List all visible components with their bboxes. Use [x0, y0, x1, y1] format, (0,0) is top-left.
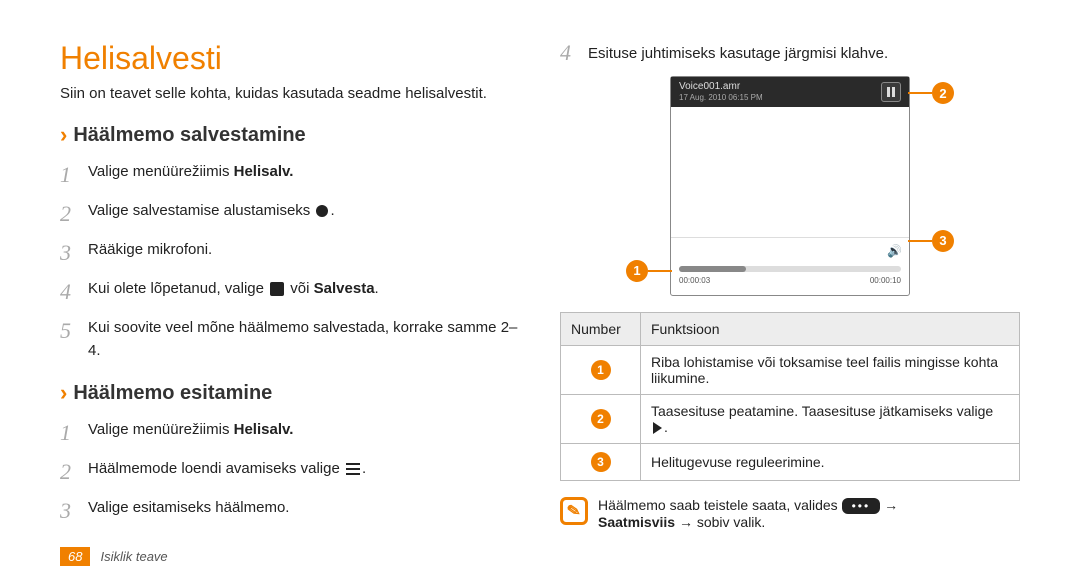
step-item: 5Kui soovite veel mõne häälmemo salvesta… [60, 314, 520, 362]
subheading-play: › Häälmemo esitamine [60, 380, 520, 406]
th-number: Number [561, 312, 641, 345]
page-number: 68 [60, 547, 90, 566]
device-timestamp: 17 Aug. 2010 06:15 PM [679, 93, 763, 103]
step-text: Valige esitamiseks häälmemo. [88, 494, 520, 520]
number-badge: 3 [591, 452, 611, 472]
page-title: Helisalvesti [60, 40, 520, 77]
table-row: 1 Riba lohistamise või toksamise teel fai… [561, 345, 1020, 394]
step-text: Häälmemode loendi avamiseks valige . [88, 455, 520, 481]
steps-play: 1Valige menüürežiimis Helisalv.2Häälmemo… [60, 416, 520, 527]
step-text: Kui soovite veel mõne häälmemo salvestad… [88, 314, 520, 362]
step-number: 3 [60, 236, 88, 269]
step-item: 1Valige menüürežiimis Helisalv. [60, 158, 520, 191]
step-number: 2 [60, 197, 88, 230]
step-number: 4 [560, 40, 588, 66]
step-text: Rääkige mikrofoni. [88, 236, 520, 262]
note-icon: ✎ [560, 497, 588, 525]
device-mock: Voice001.amr 17 Aug. 2010 06:15 PM [670, 76, 910, 296]
step-item: 4Kui olete lõpetanud, valige või Salvest… [60, 275, 520, 308]
table-cell-function: Taasesituse peatamine. Taasesituse jätka… [641, 394, 1020, 443]
note-line1-suffix: → [884, 497, 898, 513]
step-text: Valige menüürežiimis Helisalv. [88, 416, 520, 442]
time-total: 00:00:10 [870, 276, 901, 285]
step-number: 5 [60, 314, 88, 347]
page-footer: 68 Isiklik teave [60, 547, 168, 566]
callout-2: 2 [932, 82, 954, 104]
subheading-record-label: Häälmemo salvestamine [73, 124, 305, 147]
device-header: Voice001.amr 17 Aug. 2010 06:15 PM [671, 77, 909, 107]
function-table: Number Funktsioon 1 Riba lohistamise või … [560, 312, 1020, 481]
table-row: 2 Taasesituse peatamine. Taasesituse jätk… [561, 394, 1020, 443]
steps-record: 1Valige menüürežiimis Helisalv.2Valige s… [60, 158, 520, 362]
more-icon: ••• [842, 498, 881, 514]
step-item: 3Rääkige mikrofoni. [60, 236, 520, 269]
device-filename: Voice001.amr [679, 81, 763, 93]
step-text: Valige menüürežiimis Helisalv. [88, 158, 520, 184]
progress-area: 00:00:03 00:00:10 [671, 260, 909, 295]
step-item: 2Häälmemode loendi avamiseks valige . [60, 455, 520, 488]
step-number: 4 [60, 275, 88, 308]
callout-1: 1 [626, 260, 648, 282]
device-body [671, 107, 909, 237]
note-line2: Saatmisviis → sobiv valik. [598, 514, 765, 530]
chevron-icon: › [60, 380, 67, 406]
progress-bar[interactable] [679, 266, 901, 272]
callout-3: 3 [932, 230, 954, 252]
table-cell-function: Riba lohistamise või toksamise teel fail… [641, 345, 1020, 394]
volume-row [671, 237, 909, 260]
step-text: Esituse juhtimiseks kasutage järgmisi kl… [588, 40, 1020, 62]
table-cell-number: 2 [561, 394, 641, 443]
footer-category: Isiklik teave [100, 549, 167, 564]
subheading-play-label: Häälmemo esitamine [73, 382, 272, 405]
time-elapsed: 00:00:03 [679, 276, 710, 285]
table-row: 3 Helitugevuse reguleerimine. [561, 443, 1020, 480]
step-item: 3Valige esitamiseks häälmemo. [60, 494, 520, 527]
step-text: Valige salvestamise alustamiseks . [88, 197, 520, 223]
step-number: 1 [60, 158, 88, 191]
subheading-record: › Häälmemo salvestamine [60, 122, 520, 148]
chevron-icon: › [60, 122, 67, 148]
step-number: 3 [60, 494, 88, 527]
step-number: 2 [60, 455, 88, 488]
note-block: ✎ Häälmemo saab teistele saata, valides … [560, 497, 1020, 530]
pause-button[interactable] [881, 82, 901, 102]
step-number: 1 [60, 416, 88, 449]
step-item: 1Valige menüürežiimis Helisalv. [60, 416, 520, 449]
intro-text: Siin on teavet selle kohta, kuidas kasut… [60, 85, 520, 102]
volume-icon[interactable] [887, 242, 901, 256]
right-step: 4 Esituse juhtimiseks kasutage järgmisi … [560, 40, 1020, 66]
step-item: 2Valige salvestamise alustamiseks . [60, 197, 520, 230]
progress-fill [679, 266, 746, 272]
table-cell-number: 1 [561, 345, 641, 394]
note-text: Häälmemo saab teistele saata, valides ••… [598, 497, 898, 530]
note-line1-prefix: Häälmemo saab teistele saata, valides [598, 497, 842, 513]
table-cell-number: 3 [561, 443, 641, 480]
step-text: Kui olete lõpetanud, valige või Salvesta… [88, 275, 520, 301]
number-badge: 2 [591, 409, 611, 429]
th-function: Funktsioon [641, 312, 1020, 345]
number-badge: 1 [591, 360, 611, 380]
table-cell-function: Helitugevuse reguleerimine. [641, 443, 1020, 480]
